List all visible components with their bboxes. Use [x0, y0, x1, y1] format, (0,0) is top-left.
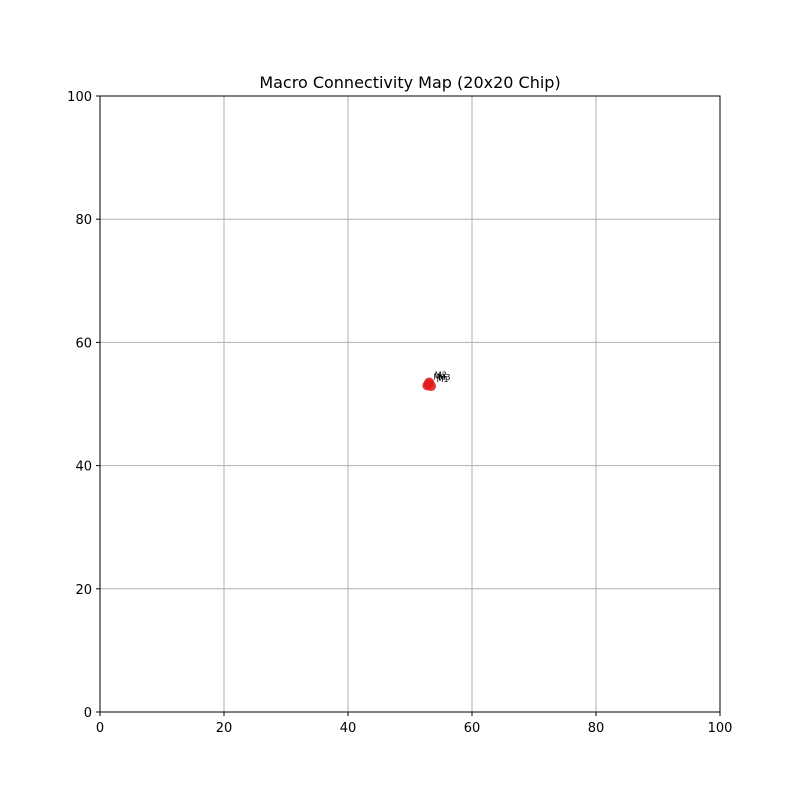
y-tick-label: 40 — [75, 460, 92, 475]
macro-label: M0 — [434, 372, 446, 381]
axis-ticks: 0 20 40 60 80 100 0 20 40 60 80 100 — [67, 90, 732, 736]
x-tick-label: 40 — [340, 721, 357, 736]
x-tick-label: 0 — [96, 721, 104, 736]
y-tick-label: 20 — [75, 583, 92, 598]
x-tick-label: 20 — [216, 721, 233, 736]
y-tick-label: 100 — [67, 90, 92, 105]
grid-lines — [99, 95, 721, 713]
data-points — [422, 377, 437, 392]
x-tick-label: 60 — [464, 721, 481, 736]
macro-label: M2 — [435, 371, 447, 380]
y-tick-label: 60 — [75, 336, 92, 351]
x-tick-label: 80 — [588, 721, 605, 736]
macro-label: M1 — [437, 375, 449, 384]
axes-frame — [99, 95, 721, 713]
macro-label: M3 — [439, 373, 451, 382]
chart-title: Macro Connectivity Map (20x20 Chip) — [259, 73, 560, 92]
plot-area — [100, 96, 720, 712]
macro-point — [423, 379, 434, 390]
y-tick-label: 80 — [75, 213, 92, 228]
x-tick-label: 100 — [708, 721, 733, 736]
y-tick-label: 0 — [84, 706, 92, 721]
